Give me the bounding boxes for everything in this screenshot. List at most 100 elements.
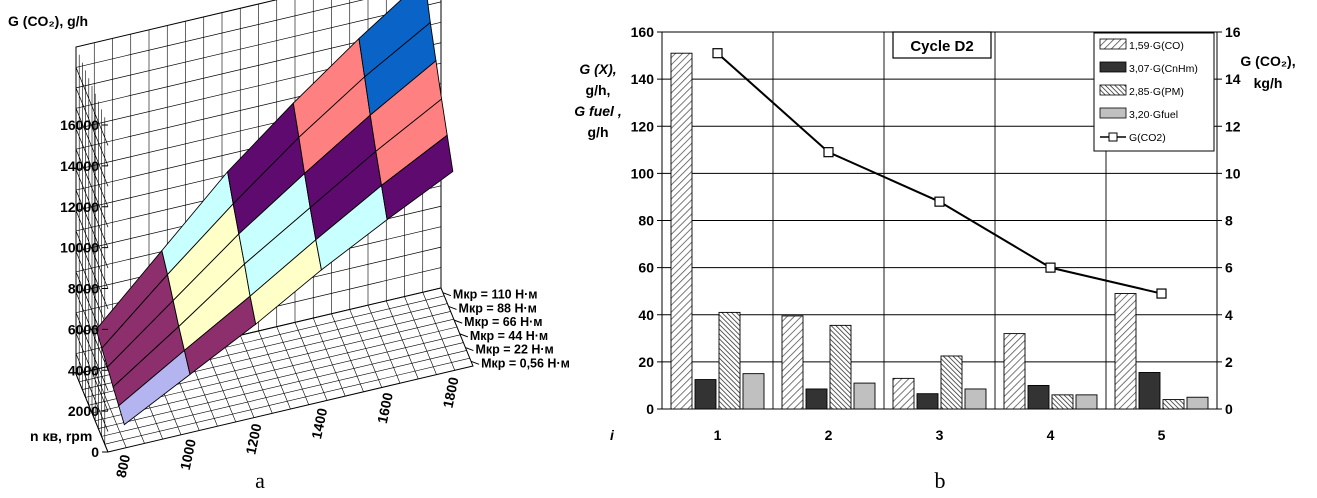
x-tick-label: 2 (825, 427, 833, 443)
y-gridline (98, 101, 464, 429)
surface-plot (95, 0, 454, 426)
y-gridline (91, 86, 458, 414)
y-gridline (104, 117, 470, 445)
z-gridline (75, 246, 442, 412)
y2-axis-label: G (CO₂), kg/h (1240, 53, 1295, 91)
bar-solid-grey (964, 388, 987, 410)
y2-tick-label: 10 (1225, 165, 1241, 181)
y-tick-label: 140 (631, 71, 655, 87)
x-tick-label: 1 (714, 427, 722, 443)
y-axis-ticks: 0 20 40 60 80 100 120 140 160 (631, 24, 662, 417)
y-label-line: g/h (588, 124, 609, 140)
y-tick-label: 20 (638, 354, 654, 370)
legend: 1,59·G(CO) 3,07·G(CnHm) 2,85·G(PM) 3,20·Gfu… (1093, 32, 1215, 152)
y-tick-label: Мкр = 66 Н·м (464, 315, 542, 329)
z-axis-label: G (CO₂), g/h (8, 13, 88, 29)
y-tick-label: Мкр = 22 Н·м (475, 343, 553, 357)
bar-solid-dark (694, 379, 717, 410)
y2-axis-ticks: 0 2 4 6 8 10 12 14 16 (1217, 24, 1241, 417)
co2-marker (712, 48, 723, 59)
y2-tick-label: 12 (1225, 118, 1241, 134)
bar-solid-grey (853, 382, 876, 410)
bar-solid-grey (1075, 394, 1098, 410)
z-tick-label: 6000 (68, 321, 99, 337)
bar-solid-grey (742, 373, 765, 410)
y2-label-line: G (CO₂), (1240, 53, 1295, 69)
z-gridline (75, 0, 364, 146)
y-tick (465, 347, 474, 352)
z-gridline (75, 21, 442, 187)
z-tick-label: 8000 (68, 281, 99, 297)
y-gridline (78, 54, 445, 383)
y-label-line: G fuel , (574, 103, 621, 119)
legend-label: 3,07·G(CnHm) (1129, 63, 1198, 75)
co2-marker (1156, 288, 1167, 299)
z-tick-label: 4000 (68, 362, 99, 378)
y-gridline (94, 93, 461, 422)
bar-solid-dark (916, 393, 939, 410)
y-tick-label: 80 (638, 213, 654, 229)
y2-tick-label: 16 (1225, 24, 1241, 40)
y-tick-label: Мкр = 44 Н·м (470, 329, 548, 343)
y-tick-label: 100 (631, 165, 655, 181)
surface-chart-a: 0 2000 4000 6000 8000 10000 12000 14000 16000 800… (8, 0, 570, 493)
x-axis-label: n кв, rpm (30, 428, 92, 444)
x-tick-label: 3 (936, 427, 944, 443)
x-gridline (258, 4, 291, 410)
y-tick-label: 60 (638, 260, 654, 276)
y-tick-label: 160 (631, 24, 655, 40)
bar-hatch-light (1114, 293, 1137, 410)
bar-hatch-light (892, 377, 915, 410)
y-tick-label: Мкр = 88 Н·м (459, 301, 537, 315)
surface-cell (381, 134, 454, 221)
bar-series (670, 52, 1209, 410)
co2-marker (1045, 262, 1056, 273)
x-tick-label: 1400 (308, 406, 330, 440)
z-tick-label: 10000 (60, 240, 99, 256)
y2-tick-label: 2 (1225, 354, 1233, 370)
x-tick-label: 1600 (374, 391, 396, 425)
y-gridline (82, 62, 448, 390)
z-tick-label: 12000 (60, 199, 99, 215)
x-axis-label: i (610, 427, 615, 443)
line-series-co2 (712, 48, 1167, 299)
z-gridline (75, 267, 442, 432)
x-tick-label: 800 (113, 453, 134, 479)
y-tick (442, 292, 452, 297)
legend-swatch (1099, 38, 1127, 50)
y-gridline (85, 70, 451, 398)
co2-marker (823, 147, 834, 158)
bar-hatch-light (781, 315, 804, 410)
legend-swatch (1099, 107, 1127, 119)
x-tick-label: 5 (1158, 427, 1166, 443)
y2-label-line: kg/h (1254, 75, 1283, 91)
chart-title-box: Cycle D2 (892, 31, 992, 59)
co2-marker (934, 196, 945, 207)
y-axis-label: G (X), g/h, G fuel , g/h (574, 61, 621, 140)
z-tick-label: 16000 (60, 117, 99, 133)
x-gridline (93, 42, 127, 448)
z-tick-label: 14000 (60, 158, 99, 174)
panel-label-a: a (255, 468, 265, 493)
y-label-line: G (X), (579, 61, 616, 77)
bar-hatch-dense (1051, 394, 1074, 410)
legend-swatch (1099, 61, 1127, 73)
bar-solid-dark (805, 388, 828, 410)
x-axis-ticks: 1 2 3 4 5 (714, 427, 1166, 443)
y-tick (448, 305, 457, 310)
y2-tick-label: 8 (1225, 213, 1233, 229)
z-tick-label: 2000 (68, 403, 99, 419)
x-tick-label: 1200 (242, 422, 264, 456)
y-tick-label: Мкр = 0,56 Н·м (481, 356, 570, 370)
legend-swatch (1099, 84, 1127, 96)
x-tick-label: 4 (1047, 427, 1055, 443)
z-tick-label: 0 (91, 444, 99, 460)
y-gridline (101, 109, 467, 437)
bar-solid-dark (1027, 384, 1050, 410)
y-gridline (88, 78, 454, 406)
y2-tick-label: 14 (1225, 71, 1241, 87)
y-tick (470, 360, 480, 365)
y-tick-label: 40 (638, 307, 654, 323)
x-tick-label: 1800 (440, 375, 462, 409)
